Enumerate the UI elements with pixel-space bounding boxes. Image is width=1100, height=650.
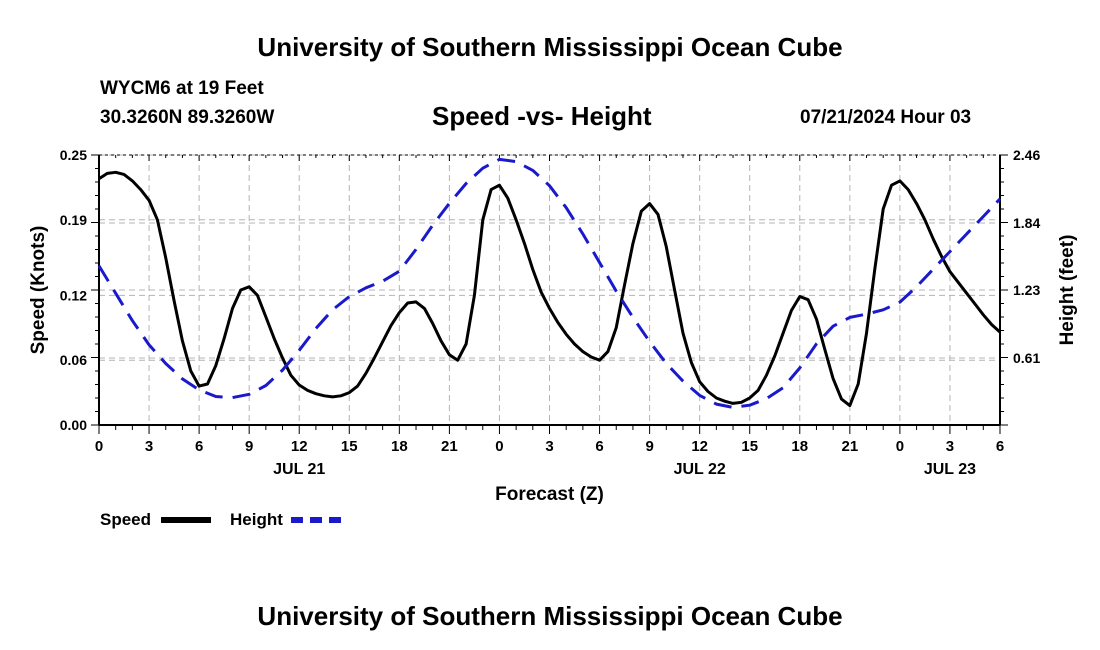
x-tick-label: 6 (195, 438, 203, 455)
x-tick-label: 6 (996, 438, 1004, 455)
footer-title: University of Southern Mississippi Ocean… (257, 601, 843, 631)
y-tick-label: 0.06 (60, 352, 87, 368)
x-tick-label: 9 (645, 438, 653, 455)
y2-tick-label: 1.84 (1013, 215, 1040, 231)
y-tick-label: 0.25 (60, 147, 87, 163)
legend-height-swatch (291, 517, 341, 523)
chart-title: Speed -vs- Height (432, 101, 652, 131)
x-tick-label: 3 (145, 438, 153, 455)
x-tick-label: 6 (595, 438, 603, 455)
y2-tick-label: 0.61 (1013, 350, 1040, 366)
date-label: 07/21/2024 Hour 03 (800, 107, 972, 128)
x-tick-label: 15 (341, 438, 358, 455)
x-tick-label: 15 (741, 438, 758, 455)
coordinates-label: 30.3260N 89.3260W (100, 107, 275, 128)
x-date-label: JUL 22 (674, 461, 726, 478)
x-date-label: JUL 21 (273, 461, 325, 478)
y-tick-label: 0.19 (60, 212, 87, 228)
y-tick-label: 0.00 (60, 417, 87, 433)
x-tick-label: 3 (946, 438, 954, 455)
y-tick-label: 0.12 (60, 287, 87, 303)
series-line-height (97, 157, 1002, 409)
x-tick-label: 18 (791, 438, 808, 455)
y-axis-title: Speed (Knots) (28, 226, 49, 355)
series-line-speed (98, 170, 1002, 408)
station-label: WYCM6 at 19 Feet (100, 78, 264, 99)
legend-height-label: Height (230, 510, 283, 529)
x-axis-title: Forecast (Z) (495, 484, 604, 505)
x-tick-label: 12 (691, 438, 708, 455)
page-title: University of Southern Mississippi Ocean… (257, 32, 843, 62)
x-tick-label: 21 (441, 438, 458, 455)
legend-speed-swatch (161, 517, 211, 523)
x-tick-label: 18 (391, 438, 408, 455)
x-tick-label: 9 (245, 438, 253, 455)
x-tick-label: 0 (95, 438, 103, 455)
x-tick-label: 0 (495, 438, 503, 455)
x-tick-label: 0 (896, 438, 904, 455)
x-tick-label: 3 (545, 438, 553, 455)
y2-axis-title: Height (feet) (1057, 235, 1078, 346)
y2-tick-label: 2.46 (1013, 147, 1040, 163)
legend-speed-label: Speed (100, 510, 152, 529)
x-date-label: JUL 23 (924, 461, 976, 478)
x-tick-label: 12 (291, 438, 308, 455)
y2-tick-label: 1.23 (1013, 282, 1040, 298)
x-tick-label: 21 (841, 438, 858, 455)
